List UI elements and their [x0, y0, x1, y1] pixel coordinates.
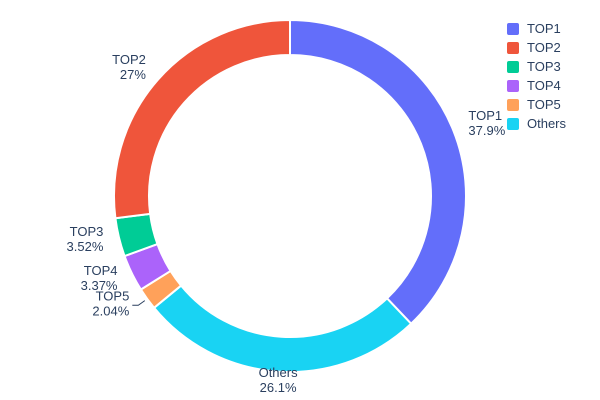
legend-item-top3[interactable]: TOP3 — [507, 60, 566, 73]
slice-label-top1: TOP1 37.9% — [468, 108, 505, 138]
legend-item-top2[interactable]: TOP2 — [507, 41, 566, 54]
legend-swatch-top1 — [507, 22, 519, 35]
legend-swatch-others — [507, 117, 519, 130]
legend-item-others[interactable]: Others — [507, 117, 566, 130]
slice-label-top5: TOP5 2.04% — [92, 288, 129, 318]
slice-others[interactable] — [153, 284, 413, 373]
legend-label-top1: TOP1 — [527, 21, 561, 36]
legend-label-top2: TOP2 — [527, 40, 561, 55]
slice-top2[interactable] — [112, 19, 291, 220]
leader-line-top5 — [132, 300, 146, 306]
legend-label-top4: TOP4 — [527, 78, 561, 93]
legend-label-top5: TOP5 — [527, 97, 561, 112]
slice-label-top2: TOP2 27% — [112, 52, 146, 82]
slice-label-top3: TOP3 3.52% — [67, 224, 104, 254]
legend-label-others: Others — [527, 116, 567, 131]
legend-item-top5[interactable]: TOP5 — [507, 98, 566, 111]
slice-label-top4: TOP4 3.37% — [81, 263, 118, 293]
legend-item-top4[interactable]: TOP4 — [507, 79, 566, 92]
legend-label-top3: TOP3 — [527, 59, 561, 74]
slice-label-others: Others 26.1% — [259, 365, 299, 395]
legend: TOP1 TOP2 TOP3 TOP4 TOP5 Others — [507, 22, 566, 130]
legend-item-top1[interactable]: TOP1 — [507, 22, 566, 35]
legend-swatch-top3 — [507, 60, 519, 73]
slice-top1[interactable] — [289, 19, 467, 325]
legend-swatch-top2 — [507, 41, 519, 54]
legend-swatch-top4 — [507, 79, 519, 92]
legend-swatch-top5 — [507, 98, 519, 111]
